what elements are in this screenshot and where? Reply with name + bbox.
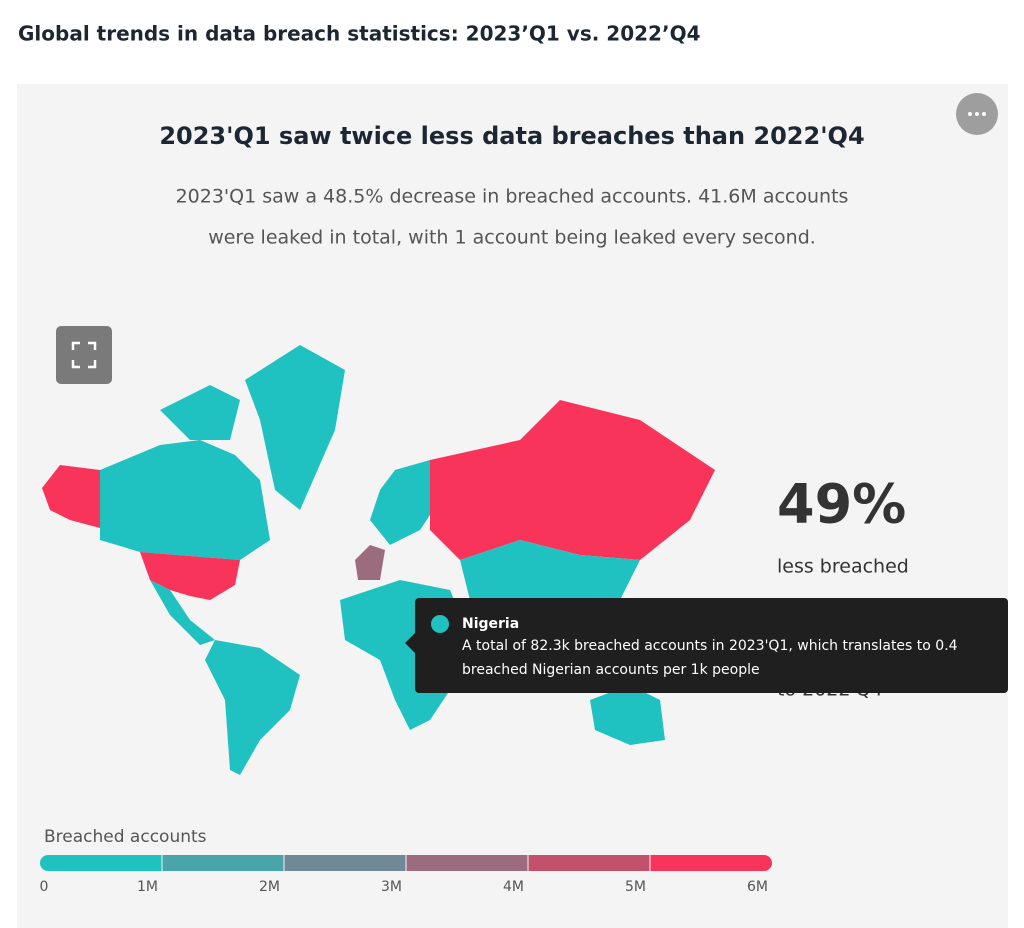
tooltip-country: Nigeria — [462, 616, 519, 632]
legend-tick-label: 1M — [137, 879, 158, 895]
legend-segment — [528, 855, 651, 871]
world-map — [42, 345, 715, 775]
legend-tick-label: 0 — [40, 879, 49, 895]
subtitle-line: 2023'Q1 saw a 48.5% decrease in breached… — [176, 186, 849, 208]
tooltip: Nigeria A total of 82.3k breached accoun… — [405, 598, 1008, 693]
legend-segment — [40, 855, 163, 871]
card-title: 2023'Q1 saw twice less data breaches tha… — [159, 122, 864, 150]
legend-tick-label: 4M — [503, 879, 524, 895]
menu-button[interactable] — [956, 93, 998, 135]
legend-tick-label: 2M — [259, 879, 280, 895]
stat-value: 49% — [777, 473, 906, 536]
legend-title: Breached accounts — [44, 827, 207, 847]
legend-segment — [406, 855, 529, 871]
legend-tick-label: 3M — [381, 879, 402, 895]
legend-tick-label: 5M — [625, 879, 646, 895]
subtitle-line: were leaked in total, with 1 account bei… — [208, 227, 816, 249]
tooltip-line: A total of 82.3k breached accounts in 20… — [462, 638, 958, 654]
legend-segment — [650, 855, 772, 871]
tooltip-line: breached Nigerian accounts per 1k people — [462, 662, 760, 678]
legend-segment — [284, 855, 407, 871]
legend-segment — [162, 855, 285, 871]
legend-scale: 0 1M 2M 3M 4M 5M 6M — [40, 855, 772, 895]
legend-tick-label: 6M — [747, 879, 768, 895]
fullscreen-button[interactable] — [56, 326, 112, 384]
stat-label: less breached — [777, 556, 909, 578]
page-title: Global trends in data breach statistics:… — [18, 22, 700, 46]
